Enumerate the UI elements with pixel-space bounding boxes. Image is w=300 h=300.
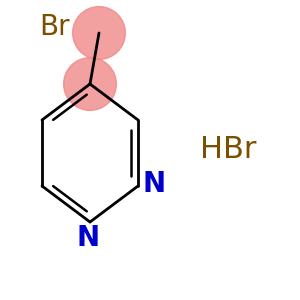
Circle shape <box>73 7 125 59</box>
Text: N: N <box>143 170 166 199</box>
Circle shape <box>64 58 116 110</box>
Text: HBr: HBr <box>200 136 256 164</box>
Text: N: N <box>77 224 100 253</box>
Text: Br: Br <box>39 13 70 41</box>
